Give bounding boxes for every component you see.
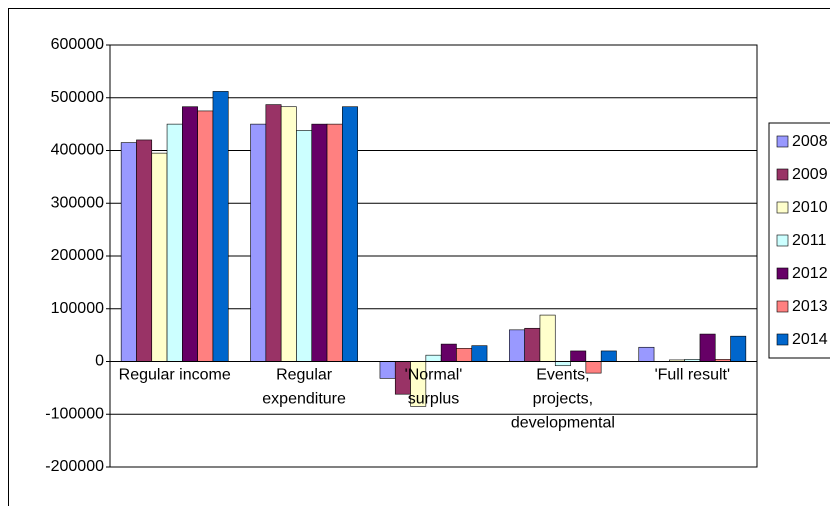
x-tick-label: 'Normal' surplus	[405, 367, 463, 408]
bar	[197, 110, 214, 362]
legend-label: 2008	[792, 133, 828, 150]
bar	[296, 130, 313, 362]
legend-swatch	[776, 135, 789, 148]
legend-swatch	[776, 201, 789, 214]
bar	[600, 350, 617, 362]
y-tick-label: 500000	[51, 89, 104, 106]
bar	[250, 123, 267, 362]
bar	[120, 142, 137, 362]
bar	[425, 354, 442, 362]
bar	[311, 123, 328, 362]
bar	[456, 348, 473, 362]
legend-swatch	[776, 168, 789, 181]
bar	[730, 335, 747, 362]
bar	[509, 329, 525, 362]
y-tick-label: 600000	[51, 36, 104, 53]
bar	[440, 343, 457, 362]
bar	[136, 139, 153, 362]
legend-label: 2011	[792, 232, 827, 249]
bar	[182, 106, 198, 362]
y-tick-label: -200000	[45, 458, 104, 475]
legend-label: 2012	[792, 265, 828, 282]
y-tick-label: 300000	[51, 194, 104, 211]
bar	[570, 350, 587, 362]
x-tick-label: Events, projects, developmental	[511, 367, 615, 432]
bar	[471, 345, 488, 362]
y-tick-label: 200000	[51, 247, 104, 264]
bar	[326, 123, 343, 362]
legend-swatch	[776, 267, 789, 280]
bar	[265, 104, 282, 362]
legend-swatch	[776, 234, 789, 247]
y-tick-label: -100000	[45, 405, 104, 422]
bar	[342, 106, 358, 362]
bar	[151, 152, 168, 362]
bar	[539, 314, 556, 362]
y-tick-label: 400000	[51, 142, 104, 159]
bar	[280, 106, 297, 362]
x-tick-label: 'Full result'	[655, 367, 730, 384]
y-tick-label: 100000	[51, 300, 104, 317]
legend-swatch	[776, 333, 789, 346]
legend-label: 2014	[792, 331, 828, 348]
x-tick-label: Regular income	[119, 367, 231, 384]
bar	[379, 361, 396, 379]
bar	[524, 327, 541, 362]
bar	[212, 91, 229, 362]
x-tick-label: Regular expenditure	[262, 367, 346, 408]
legend-swatch	[776, 300, 789, 313]
bar	[638, 346, 655, 362]
bar	[554, 361, 571, 367]
y-tick-label: 0	[95, 353, 104, 370]
bar	[699, 333, 716, 362]
legend-label: 2013	[792, 298, 828, 315]
legend-label: 2009	[792, 166, 828, 183]
legend-label: 2010	[792, 199, 828, 216]
bar	[166, 123, 183, 362]
